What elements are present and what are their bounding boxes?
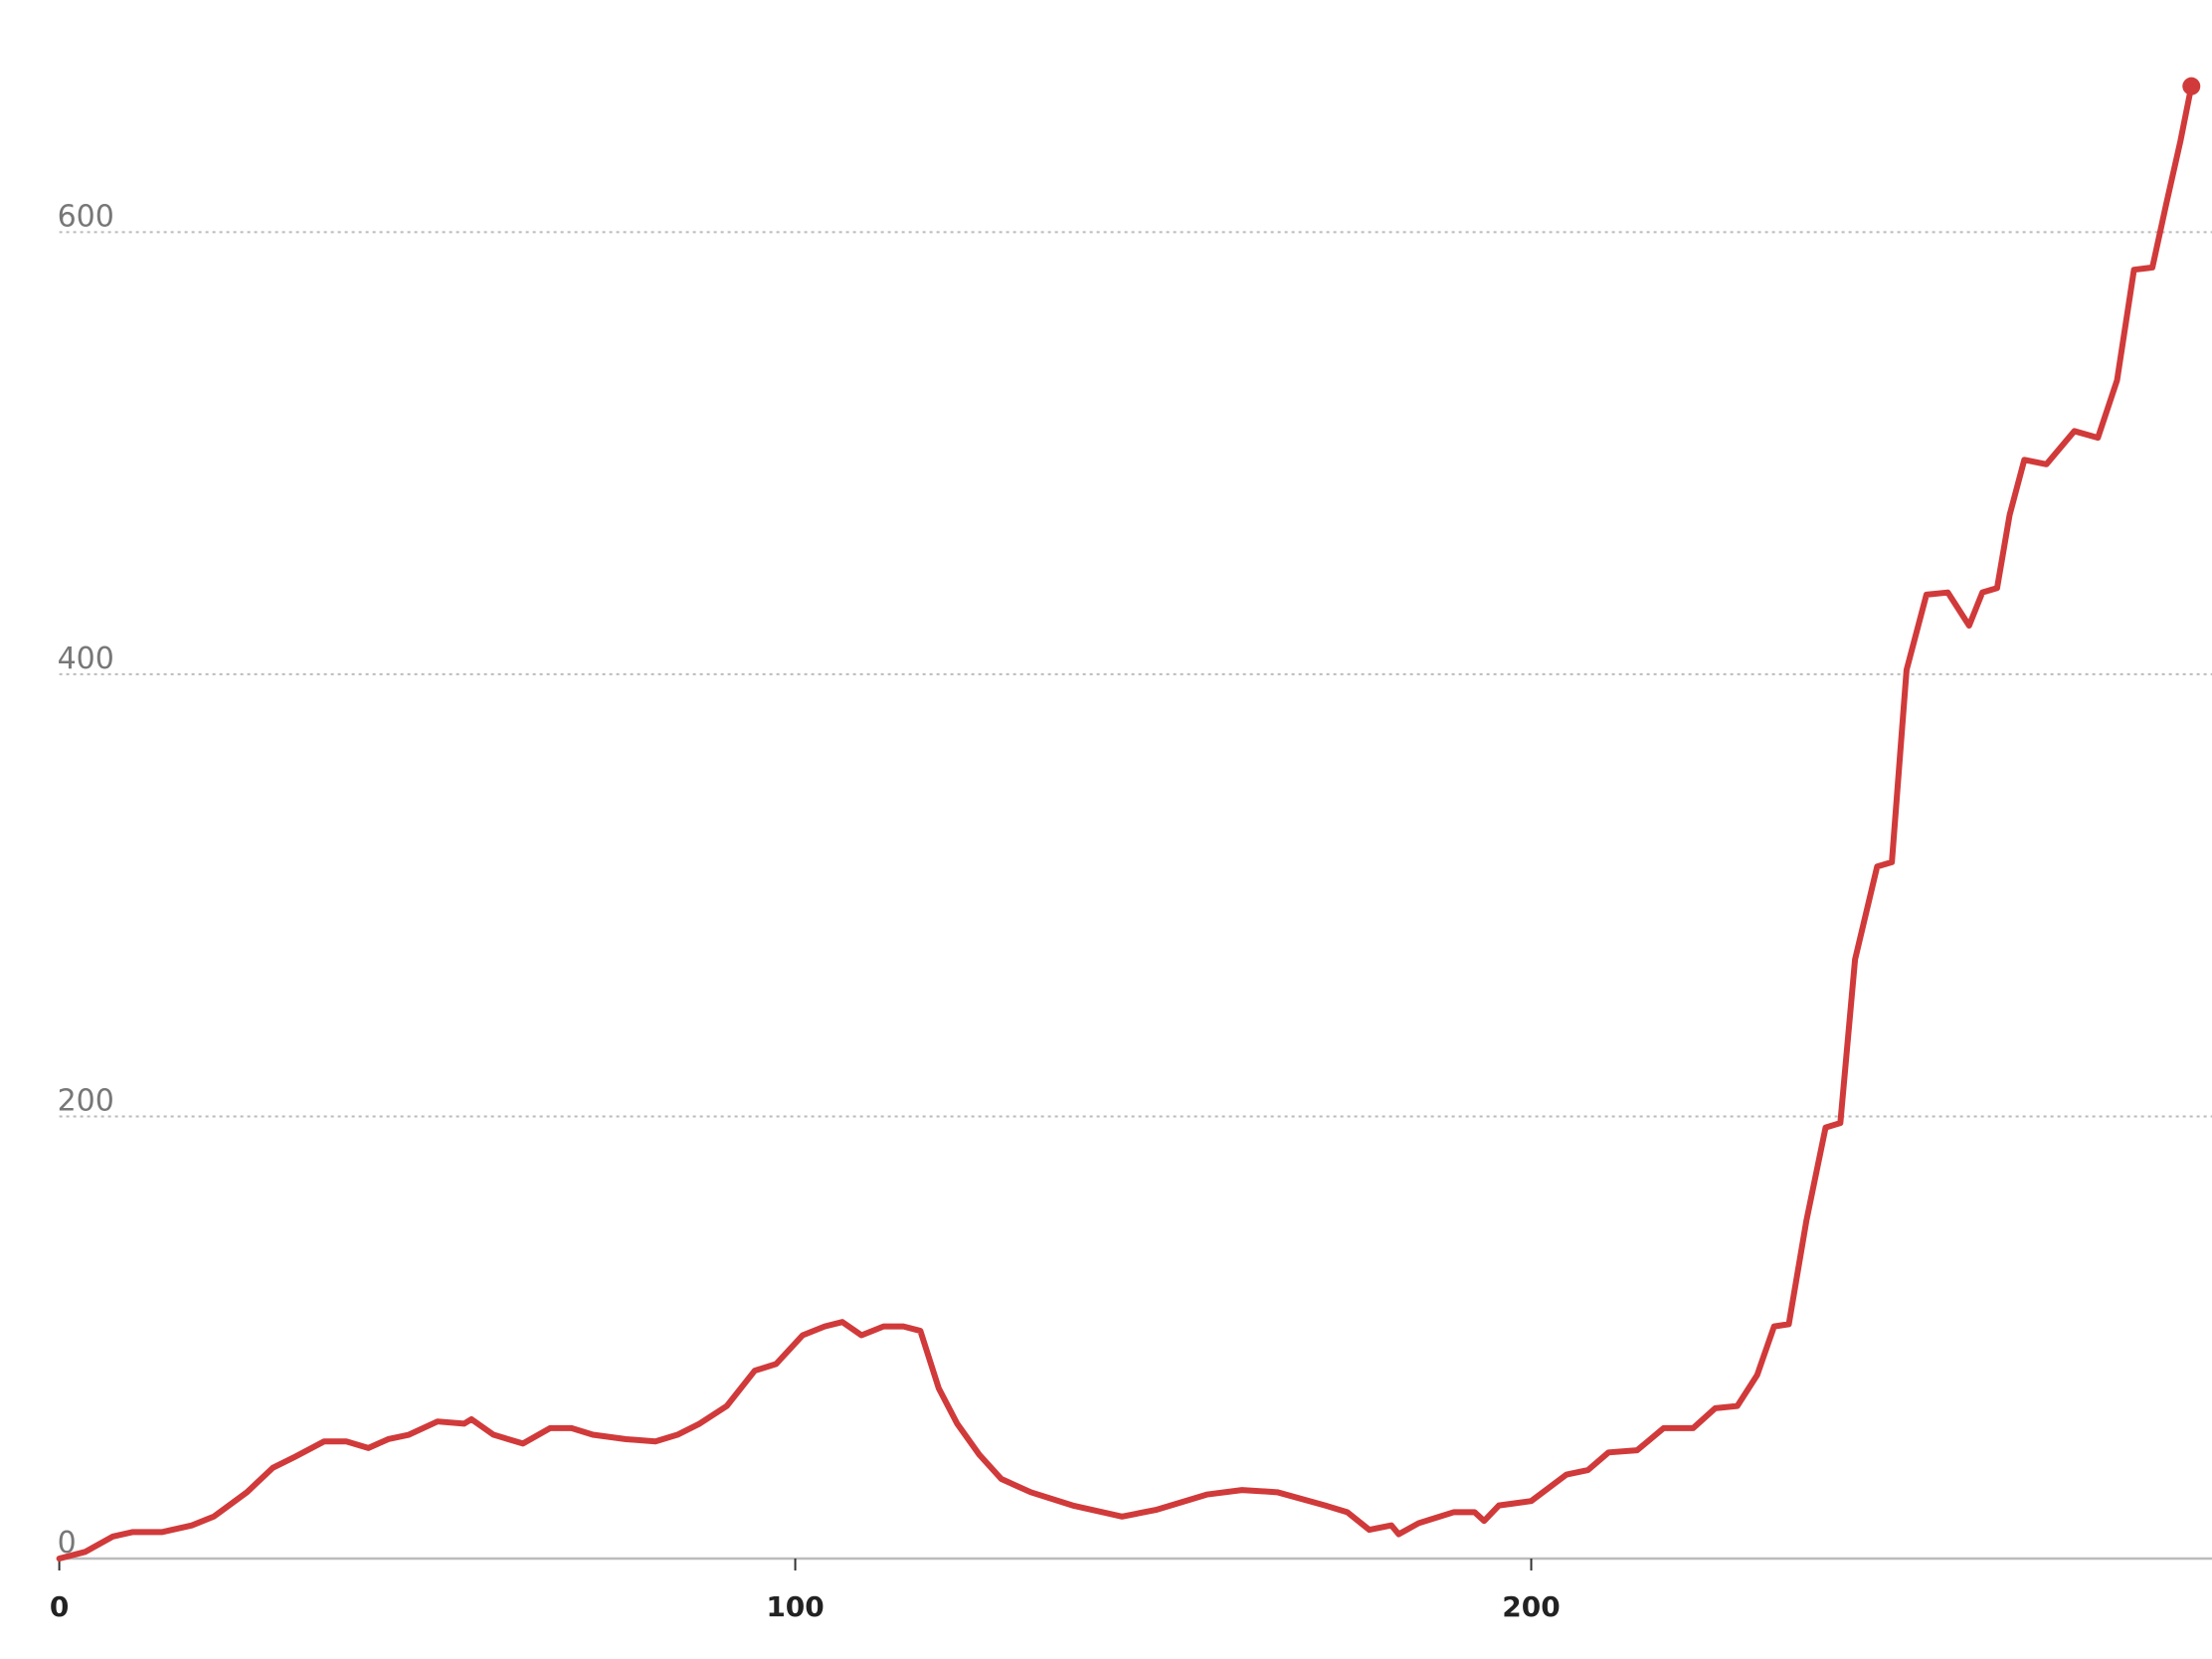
x-tick-label: 100 xyxy=(766,1590,824,1623)
x-tick-label: 0 xyxy=(50,1590,69,1623)
y-tick-label: 600 xyxy=(58,199,114,234)
x-tick-label: 200 xyxy=(1502,1590,1560,1623)
line xyxy=(56,83,2195,1562)
y-tick-label: 0 xyxy=(58,1526,77,1561)
y-tick-label: 200 xyxy=(58,1083,114,1118)
end-point xyxy=(2182,77,2201,95)
y-tick-label: 400 xyxy=(58,642,114,676)
